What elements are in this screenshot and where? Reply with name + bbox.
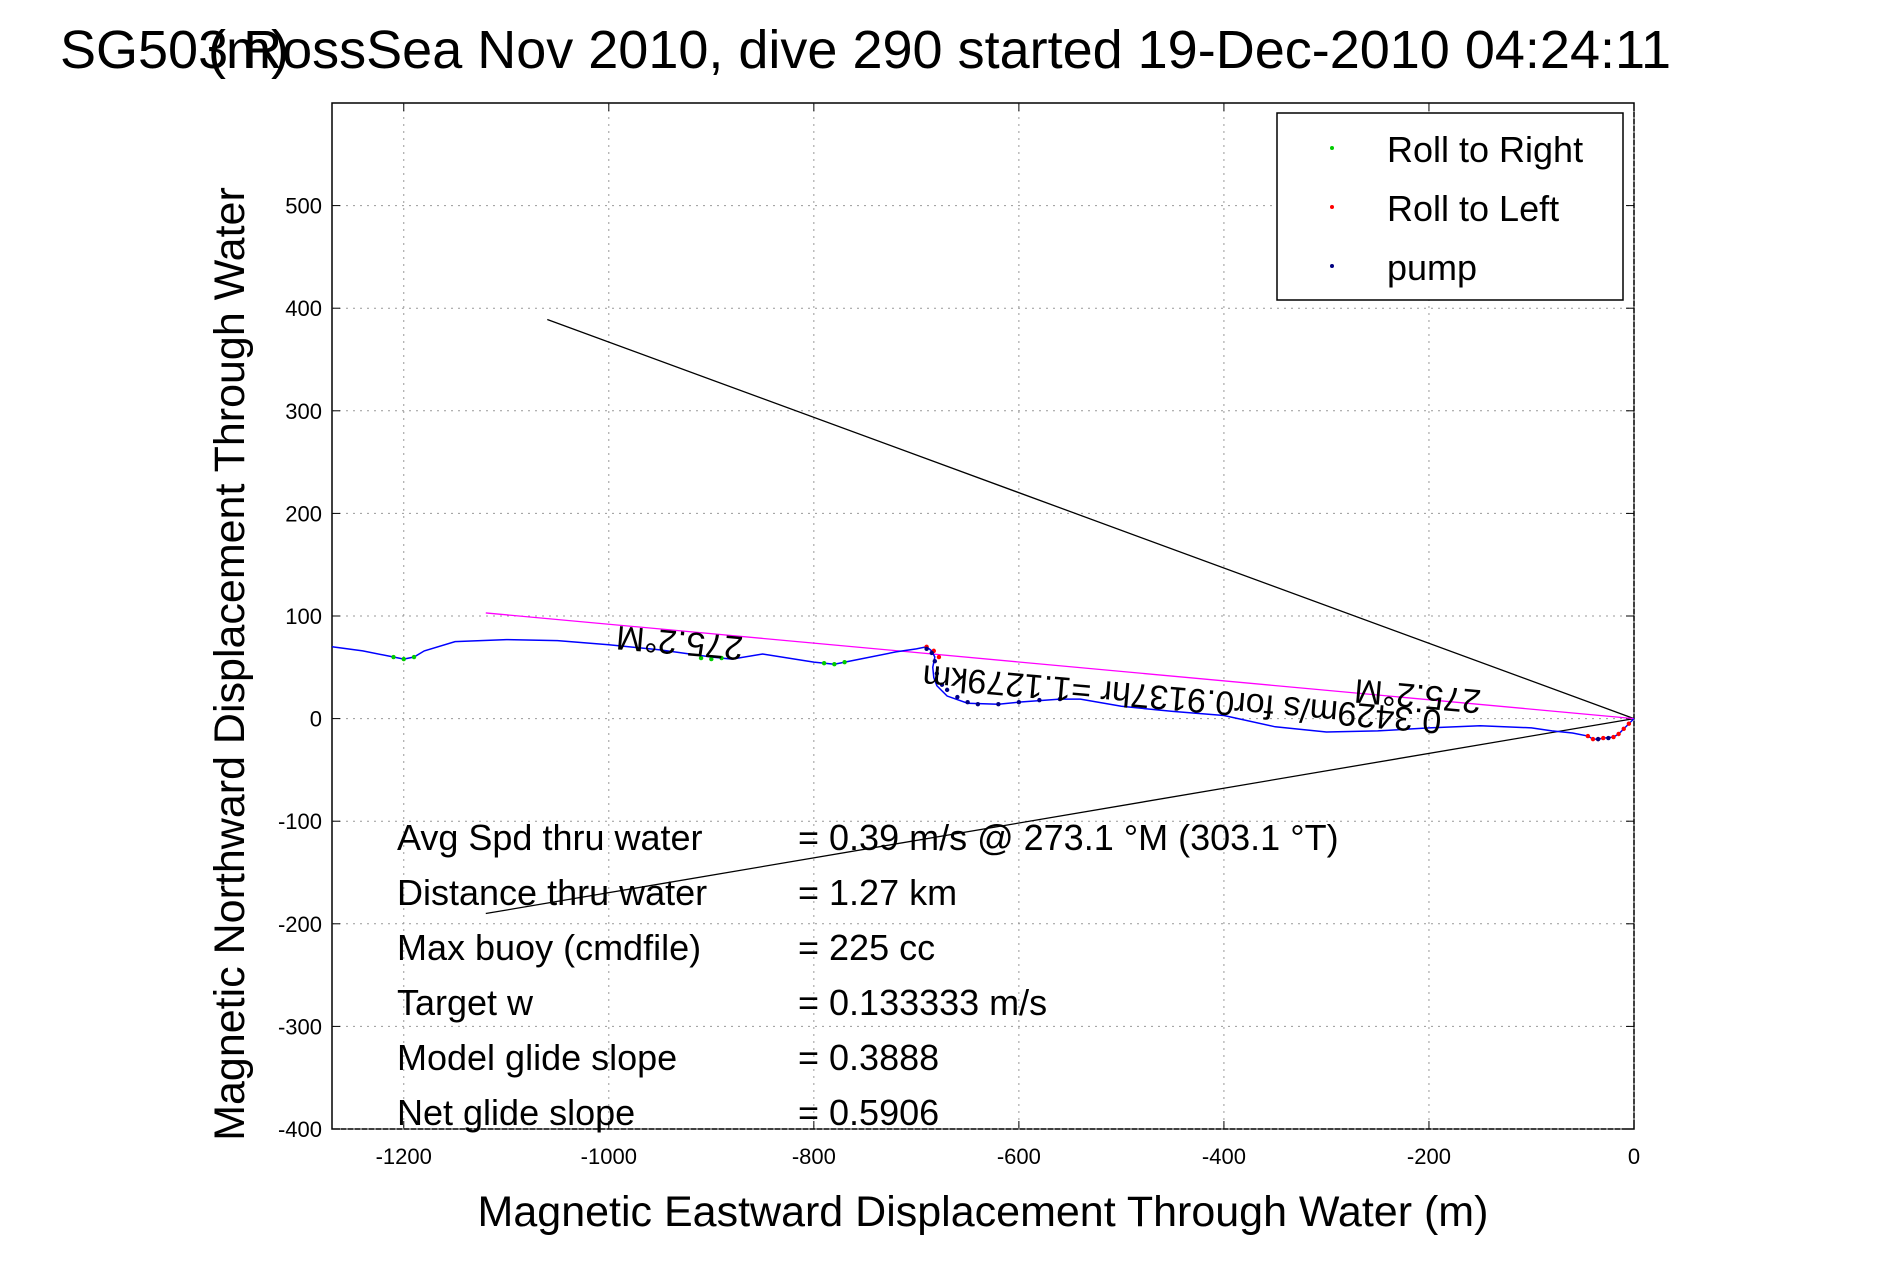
track-point: [832, 662, 837, 667]
track-point: [709, 656, 714, 662]
title-overprint: (m): [208, 20, 289, 80]
track-point: [1606, 735, 1611, 741]
stat-label: Avg Spd thru water: [397, 817, 703, 858]
y-tick-label: -200: [278, 912, 322, 937]
reference-line: [485, 612, 1635, 720]
x-tick-label: -600: [997, 1144, 1041, 1169]
x-tick-label: -400: [1202, 1144, 1246, 1169]
stat-label: Max buoy (cmdfile): [397, 927, 701, 968]
heading-annotation: 0.3429m/s for0.9137hr =1.1279km: [921, 657, 1443, 740]
track-point: [1585, 733, 1591, 739]
y-tick-label: 200: [285, 501, 322, 526]
stat-value: = 1.27 km: [798, 872, 957, 913]
track-point: [411, 654, 417, 660]
track-point: [939, 682, 945, 687]
legend-label: Roll to Left: [1387, 188, 1559, 229]
stat-value: = 0.3888: [798, 1037, 939, 1078]
heading-annotation: 275.2°M: [615, 618, 745, 667]
y-tick-label: 100: [285, 604, 322, 629]
gridlines: [332, 103, 1635, 1130]
track-point: [965, 699, 970, 705]
track-point: [996, 702, 1001, 707]
y-tick-label: 300: [285, 399, 322, 424]
track-point: [1057, 696, 1063, 702]
track-point: [1626, 721, 1632, 726]
legend-label: pump: [1387, 247, 1477, 288]
track-point: [955, 694, 960, 700]
legend-label: Roll to Right: [1387, 129, 1583, 170]
y-tick-label: -100: [278, 809, 322, 834]
reference-line: [485, 717, 1635, 915]
stat-label: Net glide slope: [397, 1092, 635, 1133]
y-tick-labels: -400 -300 -200 -100 0 100 200 300 400 500: [278, 194, 322, 1142]
stat-value: = 0.39 m/s @ 273.1 °M (303.1 °T): [798, 817, 1339, 858]
track-point: [1590, 736, 1596, 742]
track-point: [1616, 731, 1621, 737]
legend: Roll to Right Roll to Left pump: [1276, 112, 1624, 301]
chart-title: SG503 RossSea Nov 2010, dive 290 started…: [60, 20, 1671, 80]
legend-marker: [1330, 264, 1334, 268]
y-tick-label: -300: [278, 1014, 322, 1039]
track-point: [929, 650, 934, 656]
track-point: [719, 655, 724, 661]
x-tick-labels: -1200 -1000 -800 -600 -400 -200 0: [376, 1144, 1641, 1169]
stat-label: Target w: [397, 982, 534, 1023]
y-tick-label: 400: [285, 296, 322, 321]
stat-value: = 225 cc: [798, 927, 935, 968]
track-point: [842, 659, 847, 665]
y-tick-label: -400: [278, 1117, 322, 1142]
stat-value: = 0.133333 m/s: [798, 982, 1047, 1023]
track-point: [924, 646, 929, 652]
track-point: [932, 658, 938, 664]
stat-label: Model glide slope: [397, 1037, 677, 1078]
track-point: [1601, 735, 1606, 741]
x-tick-label: -800: [792, 1144, 836, 1169]
track-point: [1621, 726, 1626, 732]
track-point: [1595, 736, 1601, 742]
reference-line: [547, 318, 1635, 720]
track-point: [821, 660, 827, 666]
y-axis-label: Magnetic Northward Displacement Through …: [206, 187, 254, 1141]
legend-box: [1276, 112, 1624, 301]
y-tick-label: 500: [285, 194, 322, 219]
legend-marker: [1330, 146, 1334, 150]
track-point: [1037, 697, 1042, 703]
track-point: [975, 702, 981, 707]
stat-label: Distance thru water: [397, 872, 707, 913]
track-point: [1016, 699, 1022, 705]
track-line: [331, 638, 1635, 740]
track-point: [944, 687, 950, 693]
track-point: [698, 655, 704, 661]
x-tick-label: -1200: [376, 1144, 432, 1169]
y-tick-label: 0: [310, 707, 322, 732]
series-group: [331, 638, 1635, 742]
x-tick-label: 0: [1628, 1144, 1640, 1169]
track-point: [1611, 734, 1616, 740]
track-point: [401, 656, 406, 662]
x-tick-label: -200: [1407, 1144, 1451, 1169]
track-point: [391, 654, 396, 660]
x-axis-label: Magnetic Eastward Displacement Through W…: [478, 1188, 1489, 1236]
stats-block: Avg Spd thru water = 0.39 m/s @ 273.1 °M …: [397, 817, 1339, 1133]
track-point: [934, 671, 940, 676]
stat-value: = 0.5906: [798, 1092, 939, 1133]
legend-marker: [1330, 205, 1334, 209]
x-tick-label: -1000: [581, 1144, 637, 1169]
track-point: [936, 654, 942, 660]
reference-lines: [485, 318, 1635, 915]
